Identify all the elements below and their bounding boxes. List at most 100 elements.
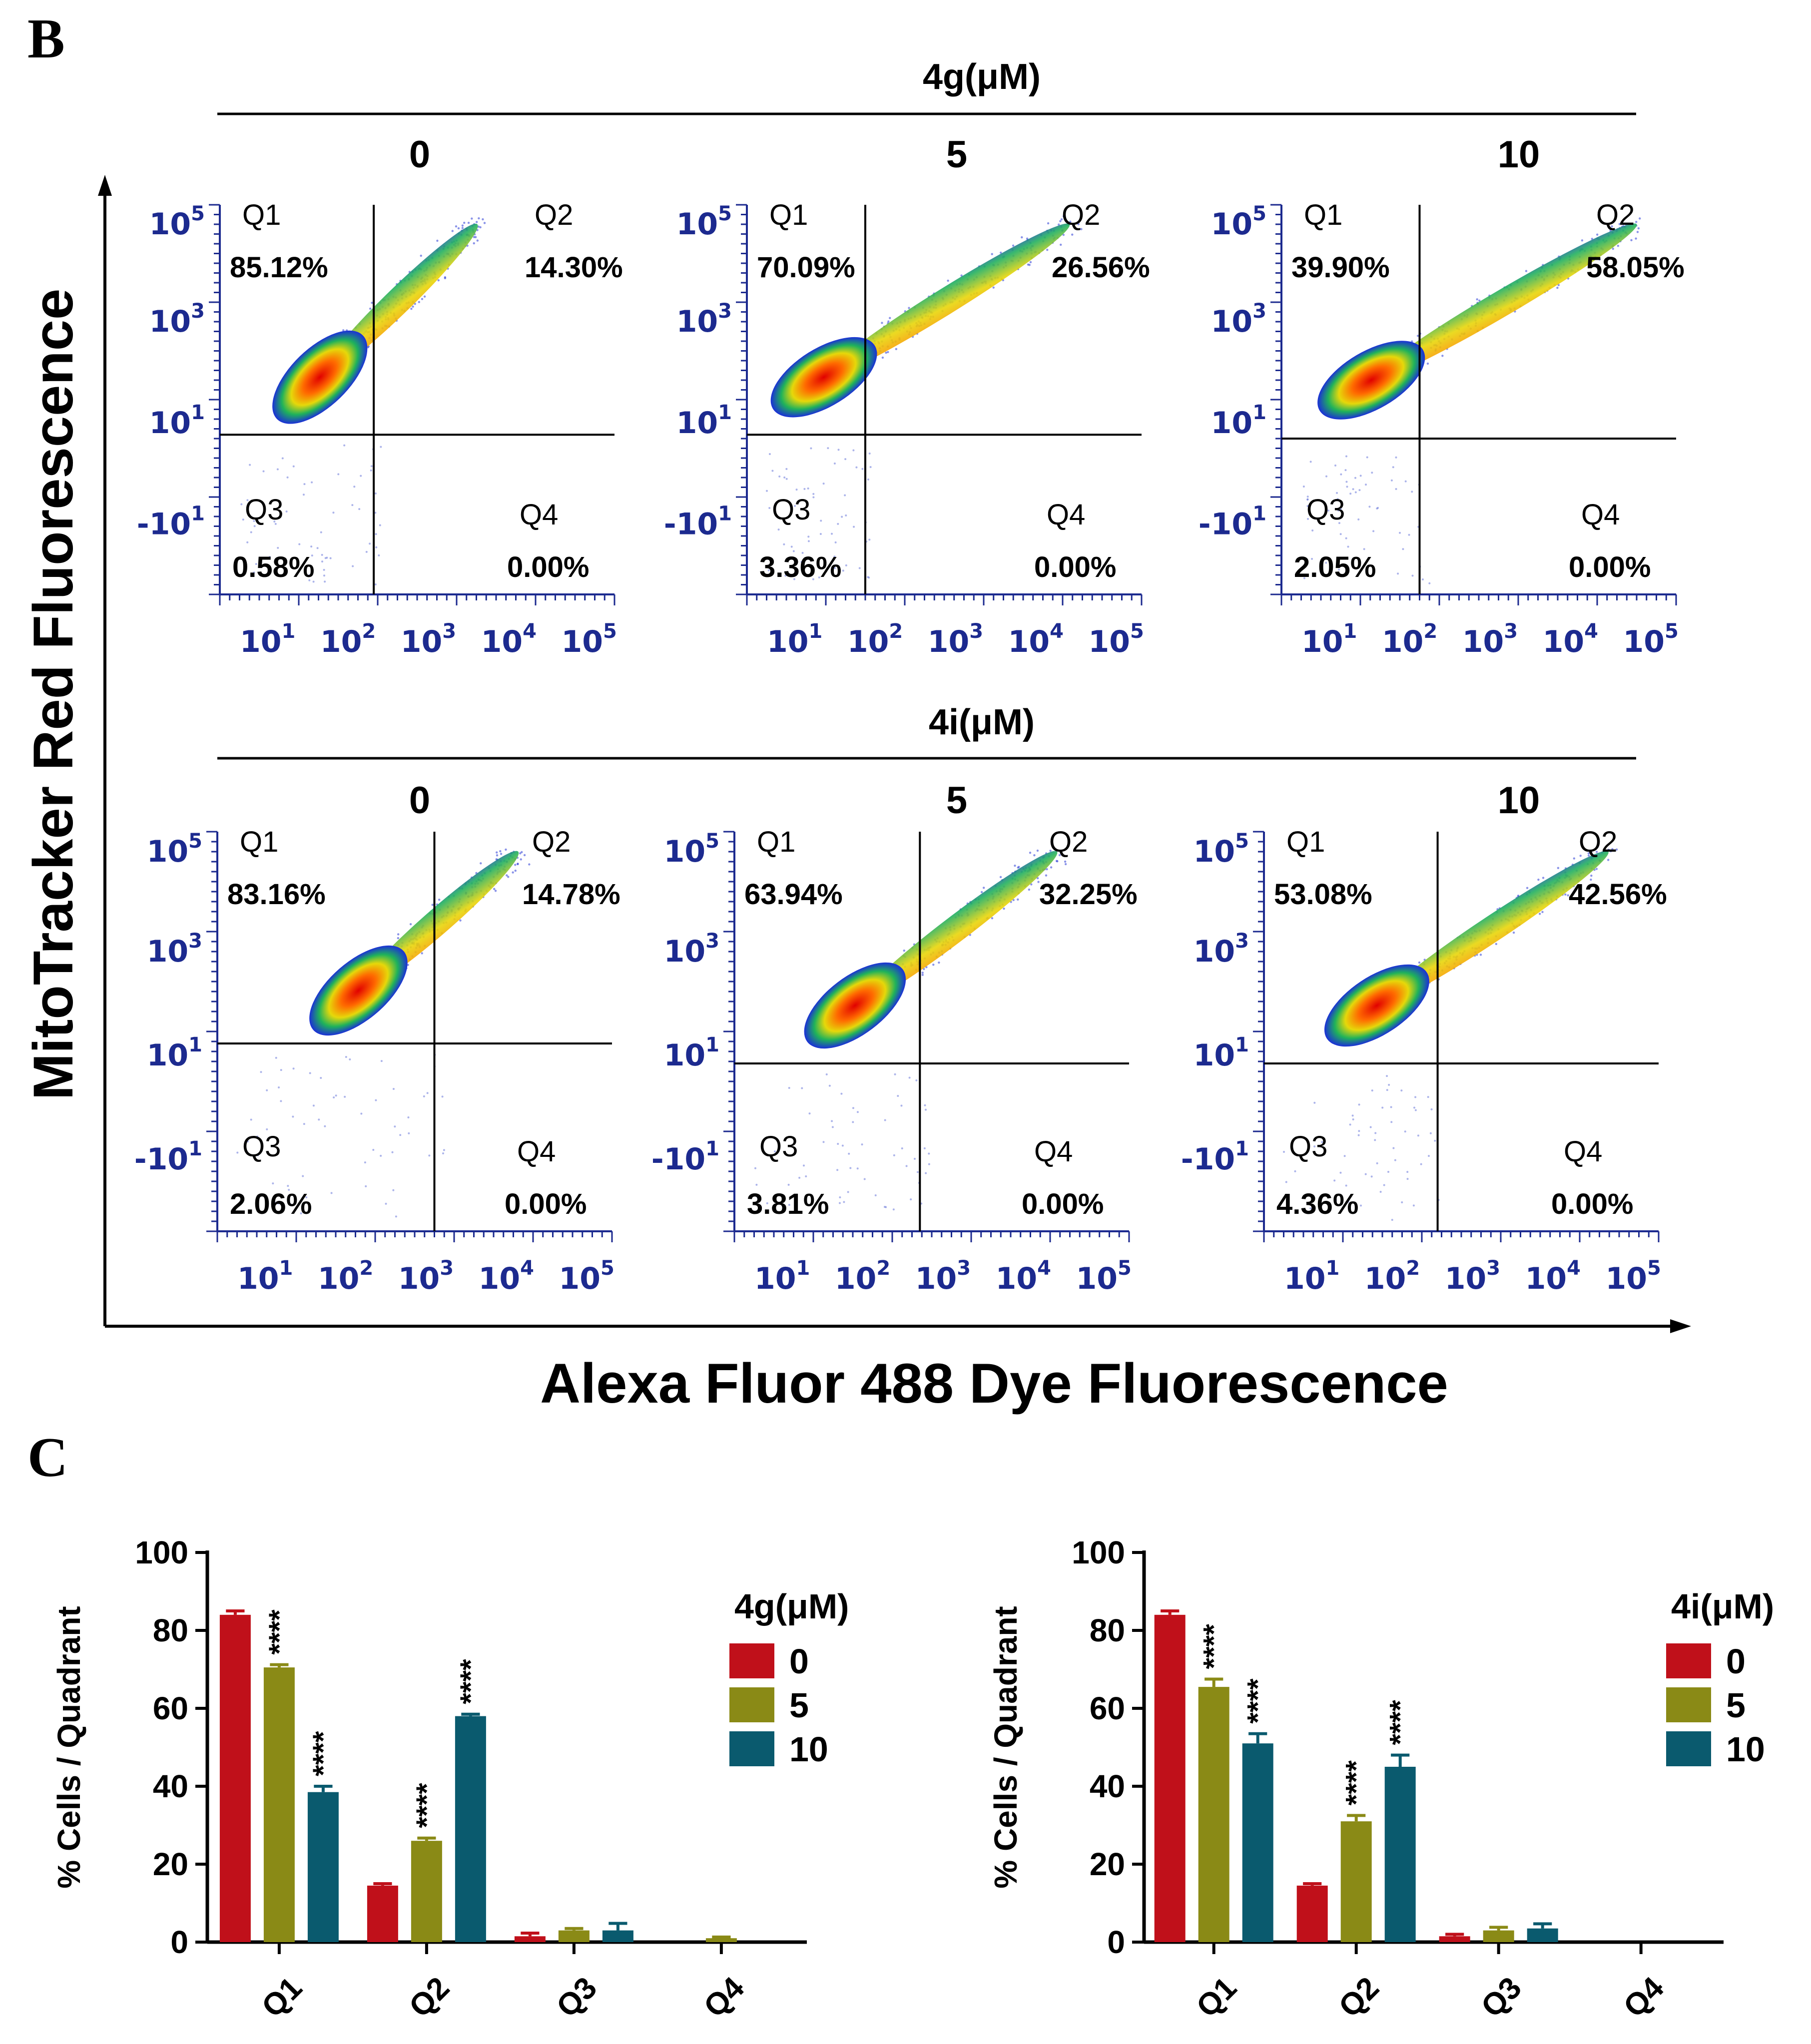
quadrant-pct-q4: 0.00% xyxy=(507,551,589,583)
event-dot xyxy=(845,564,847,566)
x-tick-label: 101 xyxy=(1284,1257,1339,1296)
event-dot xyxy=(843,1201,845,1203)
event-dot xyxy=(895,348,898,350)
event-dot xyxy=(861,1143,863,1146)
event-dot xyxy=(289,1203,292,1205)
quadrant-pct-q2: 32.25% xyxy=(1039,878,1138,911)
event-dot xyxy=(897,1094,899,1097)
x-tick-label: 101 xyxy=(240,620,295,659)
event-dot xyxy=(1395,488,1397,491)
event-dot xyxy=(292,1115,294,1118)
event-dot xyxy=(771,470,774,472)
dose-label: 5 xyxy=(946,779,967,822)
event-dot xyxy=(788,1086,790,1089)
flow-plot-4g-0: 0 105 103 101 -101 101 102 103 104 105 Q1 85.12% Q2 1… xyxy=(137,133,623,659)
quadrant-pct-q1: 85.12% xyxy=(230,251,328,284)
bar-q3-0 xyxy=(514,1936,546,1942)
x-tick-label: 103 xyxy=(1462,620,1518,659)
event-dot xyxy=(980,891,983,894)
event-dot xyxy=(320,531,322,533)
event-dot xyxy=(819,533,822,535)
event-dot xyxy=(1372,530,1375,532)
event-dot xyxy=(275,1056,277,1059)
event-dot xyxy=(849,1167,852,1169)
bar-q3-0 xyxy=(1439,1936,1470,1942)
quadrant-name-q4: Q4 xyxy=(520,499,558,531)
event-dot xyxy=(1058,854,1061,857)
event-dot xyxy=(841,515,843,518)
event-dot xyxy=(777,528,780,531)
event-dot xyxy=(1479,954,1482,956)
event-dot xyxy=(253,571,255,574)
event-dot xyxy=(887,351,889,354)
x-tick-label: 103 xyxy=(915,1257,971,1296)
legend-label-0: 0 xyxy=(1726,1642,1746,1681)
event-dot xyxy=(811,1196,814,1199)
event-dot xyxy=(960,274,963,277)
x-tick-label: 102 xyxy=(1364,1257,1420,1296)
event-dot xyxy=(1542,877,1545,879)
event-dot xyxy=(274,522,277,525)
event-dot xyxy=(807,540,810,542)
event-dot xyxy=(910,1198,912,1201)
event-dot xyxy=(1637,227,1640,230)
event-dot xyxy=(321,560,323,563)
legend-label-0: 0 xyxy=(789,1642,809,1681)
event-dot xyxy=(1017,898,1019,901)
event-dot xyxy=(1352,488,1354,491)
event-dot xyxy=(837,449,840,451)
event-dot xyxy=(523,854,526,857)
event-dot xyxy=(1012,899,1015,902)
event-dot xyxy=(321,553,323,556)
event-dot xyxy=(1587,852,1590,855)
event-dot xyxy=(841,1144,844,1147)
y-tick-label: 105 xyxy=(1194,830,1249,869)
event-dot xyxy=(1344,469,1347,472)
event-dot xyxy=(1347,1207,1350,1209)
event-dot xyxy=(852,449,855,452)
quadrant-name-q3: Q3 xyxy=(759,1130,798,1163)
dose-label: 5 xyxy=(946,133,967,176)
event-dot xyxy=(1029,261,1032,264)
bar-q2-5 xyxy=(1340,1821,1372,1942)
event-dot xyxy=(421,298,424,300)
event-dot xyxy=(1609,850,1612,853)
x-tick-label: 105 xyxy=(1605,1257,1661,1296)
event-dot xyxy=(788,1204,790,1206)
event-dot xyxy=(868,452,871,455)
event-dot xyxy=(905,1165,908,1167)
event-dot xyxy=(1538,913,1541,915)
legend-swatch-10 xyxy=(729,1731,774,1766)
event-dot xyxy=(1050,866,1053,869)
event-dot xyxy=(409,923,412,926)
event-dot xyxy=(493,888,496,890)
event-dot xyxy=(1381,1106,1384,1109)
event-dot xyxy=(278,1086,280,1088)
event-dot xyxy=(1049,849,1052,852)
event-dot xyxy=(837,1142,839,1145)
y-tick-label: 105 xyxy=(147,830,202,869)
quadrant-name-q2: Q2 xyxy=(535,199,573,231)
bar-y-tick-label: 80 xyxy=(1090,1612,1125,1648)
event-dot xyxy=(1417,1134,1419,1137)
event-dot xyxy=(1587,854,1590,857)
event-dot xyxy=(1390,1121,1393,1123)
event-dot xyxy=(1441,355,1444,357)
event-dot xyxy=(397,937,400,940)
y-tick-label: -101 xyxy=(1181,1137,1249,1177)
event-dot xyxy=(345,1055,347,1058)
bar-q1-5 xyxy=(1198,1687,1229,1942)
panel-c-label: C xyxy=(27,1427,68,1489)
event-dot xyxy=(395,1215,397,1218)
event-dot xyxy=(1581,239,1584,242)
event-dot xyxy=(1306,498,1309,501)
quadrant-pct-q2: 58.05% xyxy=(1586,251,1685,284)
bar-category-label: Q2 xyxy=(1332,1971,1386,2024)
event-dot xyxy=(913,1157,916,1160)
event-dot xyxy=(310,545,313,548)
event-dot xyxy=(1333,1179,1336,1182)
event-dot xyxy=(1309,1207,1312,1210)
event-dot xyxy=(1345,455,1347,458)
event-dot xyxy=(379,524,381,526)
